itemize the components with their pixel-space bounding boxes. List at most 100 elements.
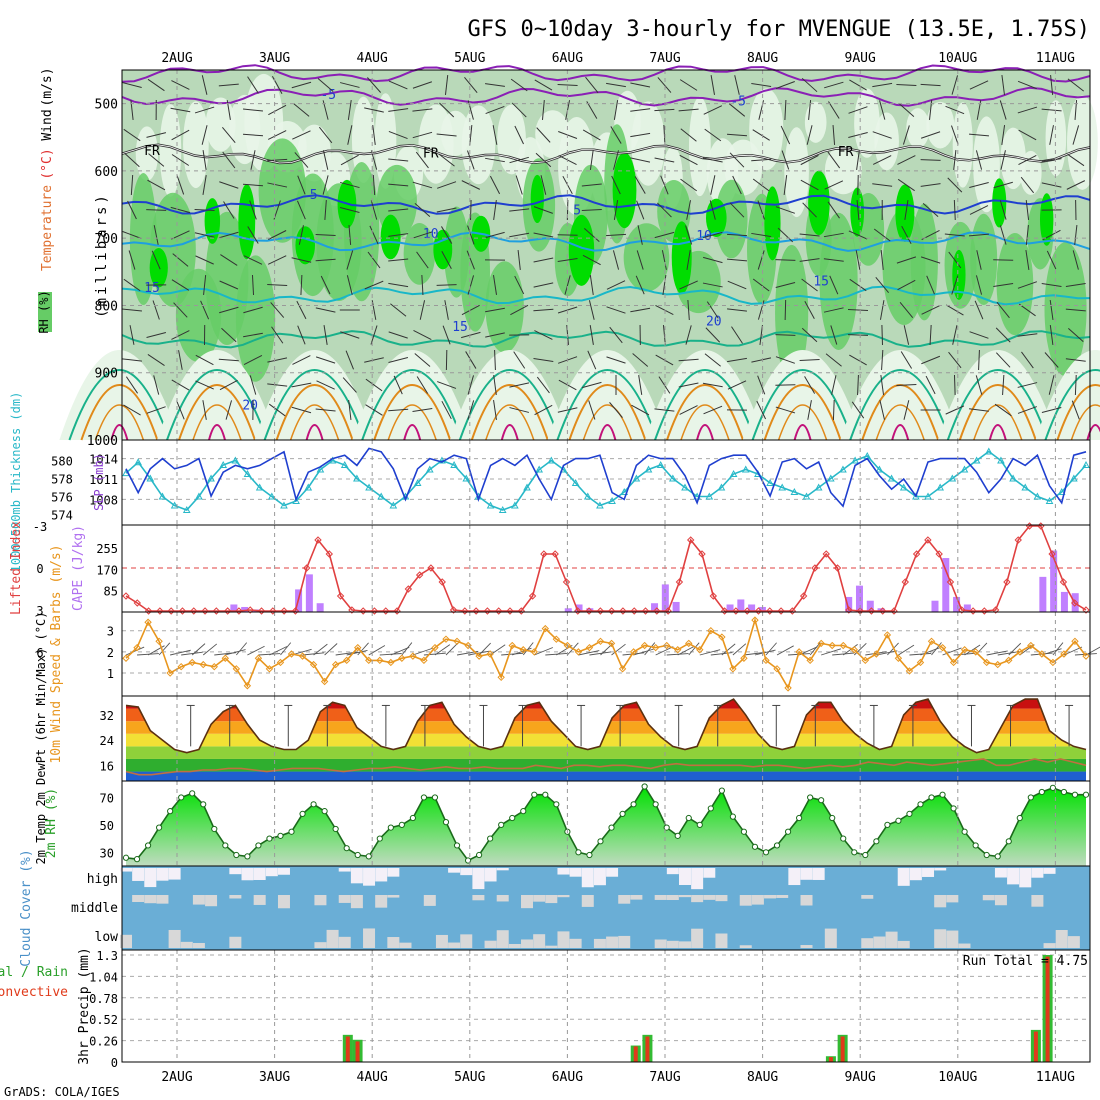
pressure-tick: 500 <box>95 98 118 113</box>
low-cloud-cell <box>484 940 497 948</box>
lifted-index-line-point <box>686 536 695 544</box>
high-cloud-cell <box>387 868 400 877</box>
wind-barb <box>439 102 455 118</box>
wind-barb <box>823 307 844 313</box>
wind-barb <box>1002 374 1005 396</box>
rh-saturated-region <box>671 221 692 294</box>
rh-2m-line-point <box>685 814 692 822</box>
wind-barb <box>654 157 675 163</box>
rh-2m-line-point <box>122 854 130 861</box>
wind-barb <box>945 304 964 316</box>
lifted-index-line-point <box>720 607 729 615</box>
middle-cloud-cell <box>618 895 631 904</box>
wind-barb <box>388 357 409 363</box>
wind-barb <box>222 151 236 169</box>
wind-barb <box>829 275 839 295</box>
surface-wind-barb <box>699 649 721 656</box>
wind-barb <box>702 157 723 163</box>
temp-tick: 16 <box>100 759 114 773</box>
pressure-tick: 800 <box>95 299 118 314</box>
wind-barb <box>128 250 136 270</box>
surface-wind-barb <box>909 652 932 656</box>
precip-convective-bar <box>355 1041 360 1062</box>
rh-tick: 70 <box>100 791 114 805</box>
rh-dry-region <box>297 124 331 182</box>
wind-barb <box>470 199 472 221</box>
isotherm-30-dome <box>94 404 145 441</box>
wind-barb <box>219 306 239 314</box>
wind-barb <box>995 327 1011 343</box>
upper-ylabel: (millibars) <box>94 192 110 318</box>
wind-speed-line-point <box>508 641 516 650</box>
cape-bar <box>1060 591 1068 612</box>
middle-cloud-cell <box>691 895 704 903</box>
wind-barb <box>218 83 239 87</box>
wind-barb <box>799 358 820 362</box>
rh-2m-line-point <box>961 828 968 835</box>
cape-bar <box>855 585 863 612</box>
thickness-line-point <box>936 483 945 491</box>
wind-speed-line-point <box>331 660 340 669</box>
wind-barb <box>127 200 137 220</box>
isotherm-30-dome <box>973 404 1023 441</box>
bottom-day-label: 3AUG <box>259 1070 290 1085</box>
cape-bar <box>866 600 874 612</box>
precip-convective-bar <box>345 1036 350 1062</box>
wind-barb <box>994 403 1012 417</box>
rh-dry-region <box>906 108 930 149</box>
thickness-tick: 578 <box>51 473 73 487</box>
low-cloud-cell <box>1055 930 1068 948</box>
wind-barb <box>945 405 965 415</box>
cloud-row-label: low <box>95 930 119 945</box>
high-cloud-cell <box>375 868 388 882</box>
wind-barb <box>317 78 334 92</box>
wind-barb <box>775 334 796 336</box>
wind-barb <box>533 232 554 238</box>
wind-barb <box>663 124 666 146</box>
li-tick: 6 <box>36 646 43 660</box>
wind-speed-line-point <box>530 648 538 656</box>
wind-barb <box>268 104 287 116</box>
lifted-index-line-point <box>483 607 492 615</box>
lifted-index-line-point <box>461 607 469 615</box>
wind-barb <box>875 277 890 293</box>
top-day-label: 4AUG <box>357 51 388 66</box>
isotherm-30-dome <box>485 404 535 441</box>
high-cloud-cell <box>277 868 290 875</box>
rh-saturated-region <box>380 214 401 260</box>
thickness-line-point <box>523 483 531 491</box>
surface-wind-barb <box>522 642 534 656</box>
wind-barb <box>194 106 215 114</box>
middle-cloud-cell <box>654 895 667 900</box>
wind-speed-line-point <box>199 660 207 669</box>
thickness-line-point <box>656 460 665 468</box>
precip-tick: 0.26 <box>89 1035 118 1049</box>
lifted-index-line-point <box>924 536 932 544</box>
middle-cloud-cell <box>496 895 509 902</box>
wind-barb <box>247 226 259 244</box>
lifted-index-line-point <box>190 607 198 615</box>
wind-speed-line-point <box>354 643 362 652</box>
wind-barb <box>606 82 626 88</box>
top-day-label: 2AUG <box>161 51 192 66</box>
rh-2m-line-point <box>696 821 703 828</box>
surface-wind-barb <box>655 646 674 656</box>
wind-speed-line-point <box>232 665 241 673</box>
rh-2m-line-point <box>586 851 593 859</box>
slp-ylabel: SLP (mb) <box>92 453 106 511</box>
high-cloud-cell <box>168 868 181 880</box>
precip-total-legend: Total / Rain <box>0 965 68 980</box>
precip-tick: 0.52 <box>89 1013 118 1027</box>
middle-cloud-cell <box>861 895 874 899</box>
thickness-line-point <box>340 460 349 468</box>
thickness-line-point <box>353 474 361 482</box>
wind-barb <box>582 381 602 389</box>
isotherm-label: -5 <box>730 95 746 110</box>
surface-wind-barb <box>1008 642 1022 656</box>
wind-barb <box>220 254 238 266</box>
lifted-index-line-point <box>641 607 650 615</box>
wind-barb <box>1066 180 1086 190</box>
wind-barb <box>515 175 523 195</box>
surface-wind-barb <box>181 651 203 656</box>
isotherm-30-dome <box>289 404 340 441</box>
